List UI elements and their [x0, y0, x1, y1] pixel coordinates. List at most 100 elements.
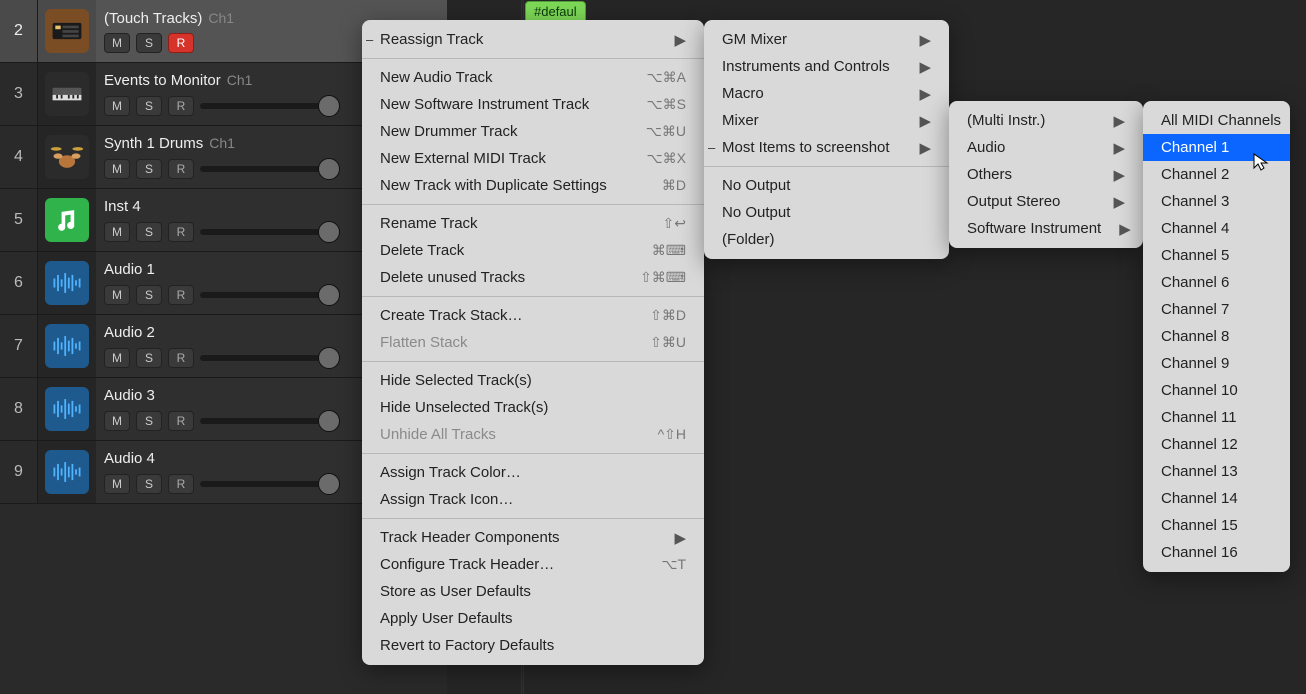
- menu-item[interactable]: –Reassign Track▶: [362, 26, 704, 53]
- record-button[interactable]: R: [168, 159, 194, 179]
- track-name[interactable]: (Touch Tracks): [104, 10, 202, 27]
- menu-item[interactable]: Software Instrument▶: [949, 215, 1143, 242]
- track-icon[interactable]: [38, 252, 96, 314]
- menu-item[interactable]: New Drummer Track⌥⌘U: [362, 118, 704, 145]
- menu-item[interactable]: Revert to Factory Defaults: [362, 632, 704, 659]
- menu-item[interactable]: Channel 1: [1143, 134, 1290, 161]
- menu-item[interactable]: No Output: [704, 199, 949, 226]
- solo-button[interactable]: S: [136, 411, 162, 431]
- track-name[interactable]: Synth 1 Drums: [104, 135, 203, 152]
- track-name[interactable]: Inst 4: [104, 198, 141, 215]
- track-name[interactable]: Audio 2: [104, 324, 155, 341]
- mute-button[interactable]: M: [104, 222, 130, 242]
- volume-slider[interactable]: [200, 410, 340, 432]
- menu-item-label: Audio: [967, 139, 1095, 156]
- volume-slider[interactable]: [200, 95, 340, 117]
- mute-button[interactable]: M: [104, 474, 130, 494]
- menu-item[interactable]: New Track with Duplicate Settings⌘D: [362, 172, 704, 199]
- mute-button[interactable]: M: [104, 33, 130, 53]
- track-name[interactable]: Audio 3: [104, 387, 155, 404]
- menu-item[interactable]: Rename Track⇧↩: [362, 210, 704, 237]
- record-button[interactable]: R: [168, 222, 194, 242]
- menu-item[interactable]: Channel 4: [1143, 215, 1290, 242]
- volume-slider[interactable]: [200, 347, 340, 369]
- menu-item[interactable]: Channel 2: [1143, 161, 1290, 188]
- menu-item[interactable]: Others▶: [949, 161, 1143, 188]
- track-icon[interactable]: [38, 441, 96, 503]
- menu-item[interactable]: Instruments and Controls▶: [704, 53, 949, 80]
- track-icon[interactable]: [38, 315, 96, 377]
- volume-slider[interactable]: [200, 221, 340, 243]
- solo-button[interactable]: S: [136, 222, 162, 242]
- menu-item[interactable]: Hide Unselected Track(s): [362, 394, 704, 421]
- menu-item[interactable]: Channel 8: [1143, 323, 1290, 350]
- menu-item[interactable]: All MIDI Channels: [1143, 107, 1290, 134]
- menu-item[interactable]: New Audio Track⌥⌘A: [362, 64, 704, 91]
- menu-item[interactable]: Channel 10: [1143, 377, 1290, 404]
- solo-button[interactable]: S: [136, 33, 162, 53]
- mute-button[interactable]: M: [104, 411, 130, 431]
- menu-item[interactable]: –Most Items to screenshot▶: [704, 134, 949, 161]
- menu-item[interactable]: Configure Track Header…⌥T: [362, 551, 704, 578]
- menu-item[interactable]: Audio▶: [949, 134, 1143, 161]
- menu-item[interactable]: Macro▶: [704, 80, 949, 107]
- volume-slider[interactable]: [200, 284, 340, 306]
- menu-item[interactable]: Channel 14: [1143, 485, 1290, 512]
- menu-item[interactable]: Hide Selected Track(s): [362, 367, 704, 394]
- record-button[interactable]: R: [168, 348, 194, 368]
- record-button[interactable]: R: [168, 474, 194, 494]
- menu-item[interactable]: Channel 13: [1143, 458, 1290, 485]
- volume-slider[interactable]: [200, 473, 340, 495]
- volume-slider[interactable]: [200, 158, 340, 180]
- track-name[interactable]: Events to Monitor: [104, 72, 221, 89]
- mute-button[interactable]: M: [104, 96, 130, 116]
- track-name[interactable]: Audio 4: [104, 450, 155, 467]
- track-icon[interactable]: [38, 126, 96, 188]
- menu-item[interactable]: No Output: [704, 172, 949, 199]
- menu-item[interactable]: Delete unused Tracks⇧⌘⌨: [362, 264, 704, 291]
- record-button[interactable]: R: [168, 285, 194, 305]
- menu-item[interactable]: Channel 5: [1143, 242, 1290, 269]
- track-icon[interactable]: [38, 378, 96, 440]
- menu-item[interactable]: Mixer▶: [704, 107, 949, 134]
- menu-item[interactable]: Channel 7: [1143, 296, 1290, 323]
- track-icon[interactable]: [38, 63, 96, 125]
- menu-item[interactable]: Assign Track Color…: [362, 459, 704, 486]
- menu-item[interactable]: Channel 15: [1143, 512, 1290, 539]
- track-icon[interactable]: [38, 189, 96, 251]
- menu-item[interactable]: Store as User Defaults: [362, 578, 704, 605]
- mute-button[interactable]: M: [104, 159, 130, 179]
- track-icon[interactable]: [38, 0, 96, 62]
- solo-button[interactable]: S: [136, 96, 162, 116]
- record-button[interactable]: R: [168, 411, 194, 431]
- menu-item[interactable]: New Software Instrument Track⌥⌘S: [362, 91, 704, 118]
- solo-button[interactable]: S: [136, 474, 162, 494]
- track-name[interactable]: Audio 1: [104, 261, 155, 278]
- menu-item[interactable]: Output Stereo▶: [949, 188, 1143, 215]
- region-tag[interactable]: #defaul: [525, 1, 586, 22]
- mute-button[interactable]: M: [104, 348, 130, 368]
- menu-item[interactable]: Create Track Stack…⇧⌘D: [362, 302, 704, 329]
- record-button[interactable]: R: [168, 33, 194, 53]
- solo-button[interactable]: S: [136, 159, 162, 179]
- menu-item[interactable]: Assign Track Icon…: [362, 486, 704, 513]
- menu-item[interactable]: Channel 12: [1143, 431, 1290, 458]
- menu-item[interactable]: Delete Track⌘⌨: [362, 237, 704, 264]
- menu-item[interactable]: (Folder): [704, 226, 949, 253]
- solo-button[interactable]: S: [136, 285, 162, 305]
- menu-item[interactable]: New External MIDI Track⌥⌘X: [362, 145, 704, 172]
- record-button[interactable]: R: [168, 96, 194, 116]
- menu-item-label: Unhide All Tracks: [380, 426, 634, 443]
- menu-item[interactable]: Channel 11: [1143, 404, 1290, 431]
- mute-button[interactable]: M: [104, 285, 130, 305]
- menu-item[interactable]: Channel 16: [1143, 539, 1290, 566]
- menu-item[interactable]: Track Header Components▶: [362, 524, 704, 551]
- menu-item[interactable]: GM Mixer▶: [704, 26, 949, 53]
- menu-item[interactable]: Channel 3: [1143, 188, 1290, 215]
- solo-button[interactable]: S: [136, 348, 162, 368]
- menu-item[interactable]: Apply User Defaults: [362, 605, 704, 632]
- menu-item-label: Track Header Components: [380, 529, 656, 546]
- menu-item[interactable]: Channel 6: [1143, 269, 1290, 296]
- menu-item[interactable]: Channel 9: [1143, 350, 1290, 377]
- menu-item[interactable]: (Multi Instr.)▶: [949, 107, 1143, 134]
